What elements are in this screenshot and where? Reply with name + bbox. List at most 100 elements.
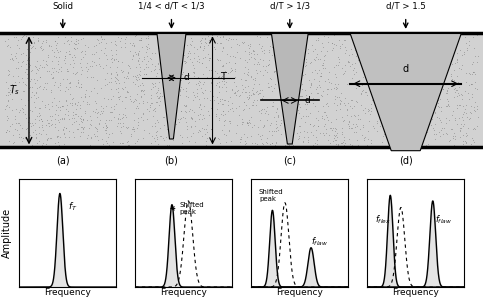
Point [324,87,332,91]
Point [453,94,461,99]
Point [112,86,119,91]
Point [237,56,244,61]
Point [102,123,110,128]
Point [247,114,255,119]
Point [275,79,283,84]
Point [322,53,329,58]
Point [356,58,364,62]
Point [241,64,249,69]
Point [408,143,415,148]
Point [216,57,224,62]
Point [17,52,25,57]
Point [26,84,34,89]
Point [104,135,112,140]
Point [105,79,113,84]
Point [245,118,253,123]
Point [236,93,244,98]
Point [286,83,294,87]
Point [378,123,386,128]
Point [14,120,22,125]
Point [49,69,57,74]
Point [433,115,441,120]
Point [254,97,261,102]
Point [261,68,269,72]
Point [11,117,18,121]
Point [126,41,134,45]
Point [57,48,64,53]
Point [340,118,348,122]
Point [177,108,185,113]
Point [383,114,391,119]
Point [373,118,381,123]
Point [250,98,258,103]
Point [195,130,202,135]
Point [71,54,79,59]
Point [465,96,472,101]
Point [42,81,49,86]
Point [190,70,198,75]
Point [278,65,285,69]
Point [52,39,59,44]
Point [450,86,457,91]
Point [183,60,190,65]
Point [183,126,190,131]
Point [76,106,84,111]
Point [335,60,342,65]
Point [163,39,171,43]
Point [77,57,85,62]
Point [461,35,469,40]
Point [48,48,56,53]
Point [383,53,390,58]
Point [182,110,189,115]
Point [412,66,420,71]
Point [162,74,170,79]
Point [351,129,358,134]
Point [48,66,56,71]
Point [52,112,59,117]
Point [320,133,328,138]
Point [245,52,253,57]
Point [27,124,35,129]
Point [379,133,386,138]
Point [122,37,129,42]
Point [169,70,177,75]
Point [454,103,461,108]
Point [442,91,450,95]
Point [117,130,125,135]
Point [437,109,445,113]
Point [466,72,473,77]
Point [168,130,176,135]
Point [400,57,408,61]
Point [276,123,284,127]
Point [153,74,160,78]
Point [328,128,336,133]
Point [299,72,307,77]
Point [108,109,115,114]
Point [123,74,131,79]
Point [71,84,79,89]
Point [323,87,331,91]
Point [15,79,23,84]
Point [187,125,195,130]
Point [359,59,367,64]
Point [29,35,37,39]
Point [79,127,87,132]
Point [220,81,228,86]
Point [370,38,378,43]
Point [142,62,150,67]
Point [72,36,80,41]
Point [408,49,416,54]
Point [294,64,302,69]
Point [448,38,456,43]
Point [123,89,131,94]
Point [344,121,352,126]
Point [206,89,214,93]
Point [219,62,227,67]
Point [373,129,381,134]
Point [430,132,438,137]
Point [232,93,240,97]
Point [265,129,273,134]
Point [331,97,339,101]
Point [453,105,461,110]
Point [398,108,406,112]
